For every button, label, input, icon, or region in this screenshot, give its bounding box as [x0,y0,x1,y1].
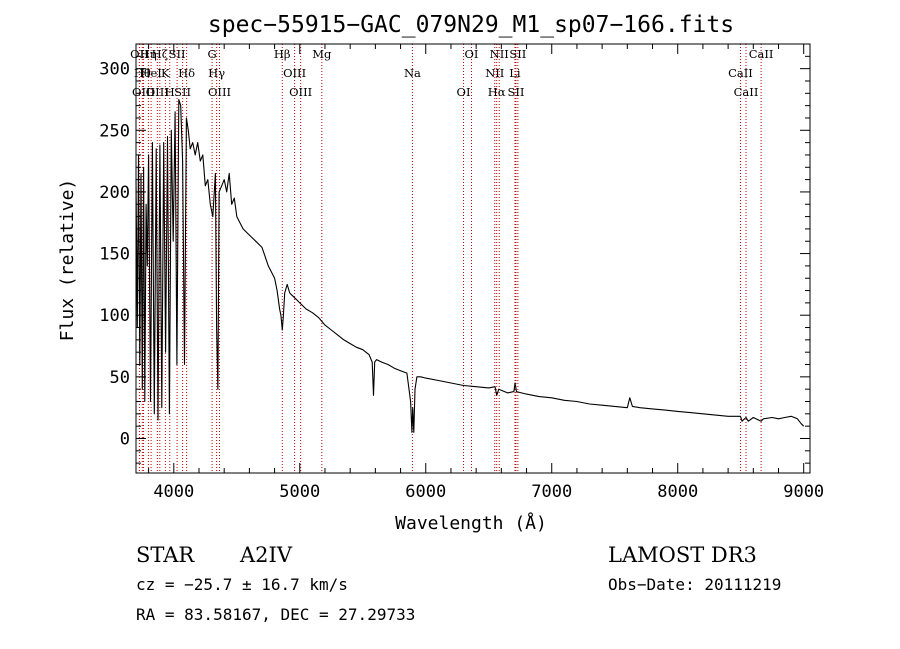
x-tick-label-5: 9000 [783,482,824,502]
line-label-15: Hβ [274,47,291,61]
line-label-26: SII [507,85,524,99]
y-tick-label-2: 100 [99,306,130,326]
x-tick-label-0: 4000 [153,482,194,502]
x-axis: 4000 5000 6000 7000 8000 9000 [148,44,824,502]
line-label-17: OIII [289,85,312,99]
line-label-1: Hθ [134,66,151,80]
spectrum-line [135,98,805,433]
line-label-25: Li [509,66,521,80]
line-label-9: SII [169,47,186,61]
line-label-7: K [161,66,170,80]
line-label-20: OI [457,85,471,99]
y-tick-label-3: 150 [99,245,130,265]
line-label-3: Hη [140,47,157,61]
x-tick-label-3: 7000 [531,482,572,502]
line-label-27: SII [509,47,526,61]
line-label-19: Na [404,66,421,80]
x-tick-label-2: 6000 [405,482,446,502]
survey-name: LAMOST DR3 [608,543,757,567]
line-label-0: OII [130,47,149,61]
line-label-11: SII [174,85,191,99]
line-label-6: Hζ [152,47,168,61]
x-tick-label-1: 5000 [279,482,320,502]
y-tick-label-0: 0 [120,429,130,449]
plot-frame [135,43,811,474]
y-tick-label-1: 50 [110,368,130,388]
line-label-10: Hδ [178,66,195,80]
line-label-18: Mg [312,47,332,61]
line-label-28: CaII [728,66,753,80]
y-tick-label-5: 250 [99,121,130,141]
spectral-line-labels: OIIHθOIIIHηHeIOIIIHζKHSIIHδSIIGHγOIIIHβO… [130,47,773,99]
line-label-29: CaII [734,85,759,99]
line-label-12: G [207,47,216,61]
redshift-velocity: cz = −25.7 ± 16.7 km/s [136,575,348,594]
coordinates: RA = 83.58167, DEC = 27.29733 [136,605,415,624]
line-label-24: NII [490,47,509,61]
chart-title: spec−55915−GAC_079N29_M1_sp07−166.fits [208,12,734,38]
y-tick-label-4: 200 [99,183,130,203]
line-label-22: NII [485,66,504,80]
object-type: STAR [136,543,195,567]
line-label-16: OIII [283,66,306,80]
spectral-line-markers [138,44,762,473]
line-label-5: OIII [146,85,169,99]
spectrum-series [135,98,805,433]
line-label-8: H [165,85,175,99]
y-axis: 0 50 100 150 200 250 300 [99,43,810,464]
line-label-2: OIII [132,85,155,99]
x-tick-label-4: 8000 [657,482,698,502]
line-label-13: Hγ [208,66,225,80]
line-label-23: Hα [488,85,506,99]
y-axis-label: Flux (relative) [57,179,78,342]
x-axis-label: Wavelength (Å) [395,512,547,534]
line-label-30: CaII [749,47,774,61]
subclass: A2IV [239,543,293,567]
line-label-14: OIII [208,85,231,99]
line-label-4: HeI [140,66,161,80]
observation-date: Obs−Date: 20111219 [608,575,781,594]
y-tick-label-6: 300 [99,60,130,80]
line-label-21: OI [464,47,478,61]
